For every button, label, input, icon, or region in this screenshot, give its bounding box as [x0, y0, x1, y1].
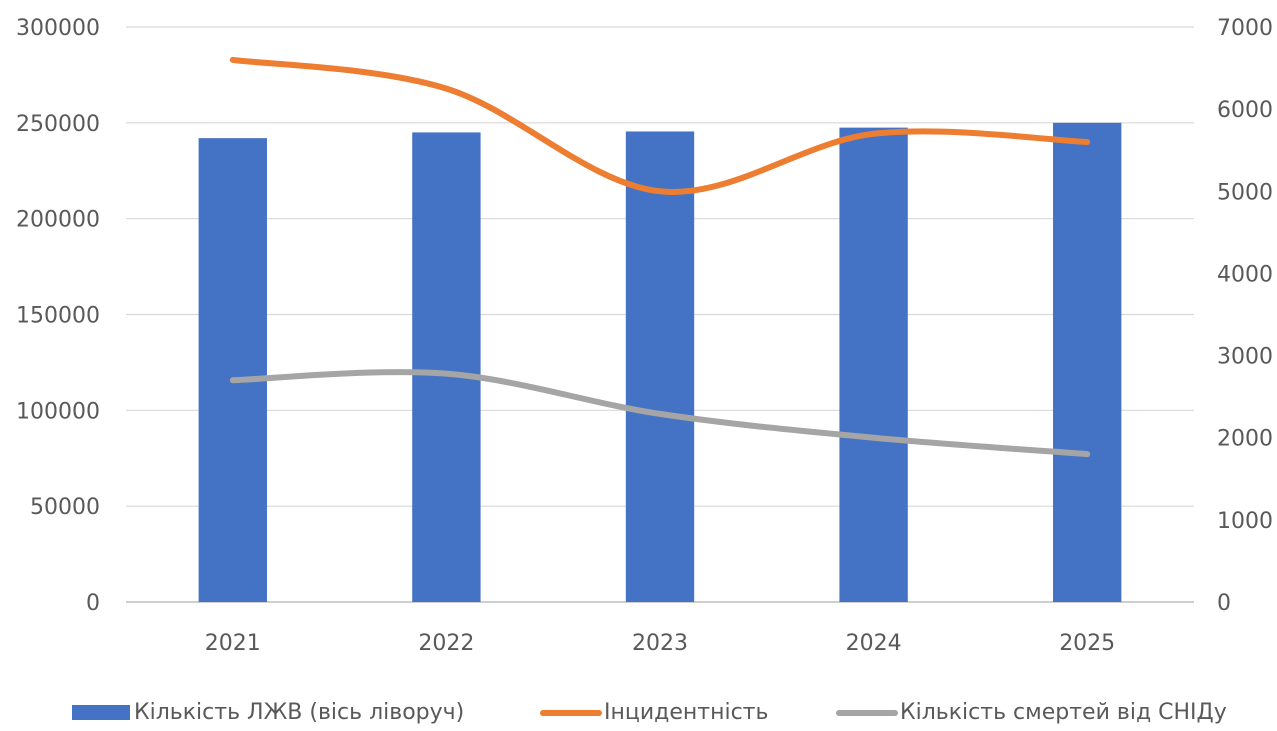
legend-label-plhiv: Кількість ЛЖВ (вісь ліворуч) [134, 700, 465, 725]
category-label: 2025 [1059, 631, 1115, 656]
incidence-line [229, 56, 1091, 195]
right-axis-tick-label: 6000 [1217, 98, 1273, 123]
legend-item-plhiv: Кількість ЛЖВ (вісь ліворуч) [72, 700, 464, 725]
category-label: 2024 [846, 631, 902, 656]
left-axis-tick-labels: 0 50000 100000 150000 200000 250000 300000 [16, 16, 100, 616]
legend-label-aids-deaths: Кількість смертей від СНІДу [900, 700, 1227, 725]
right-axis-tick-label: 5000 [1217, 180, 1273, 205]
right-axis-tick-label: 3000 [1217, 345, 1273, 370]
bar [1053, 122, 1122, 602]
category-axis-labels: 2021 2022 2023 2024 2025 [205, 631, 1115, 656]
left-axis-tick-label: 0 [86, 591, 100, 616]
aids-deaths-line [229, 369, 1091, 458]
bar-series [198, 122, 1122, 603]
left-axis-tick-label: 150000 [16, 304, 100, 329]
legend: Кількість ЛЖВ (вісь ліворуч) Інцидентніс… [0, 700, 1277, 731]
legend-swatch-aids-deaths [836, 709, 898, 716]
right-axis-tick-labels: 0 1000 2000 3000 4000 5000 6000 7000 [1217, 16, 1273, 616]
right-axis-tick-label: 0 [1217, 591, 1231, 616]
right-axis-tick-label: 2000 [1217, 427, 1273, 452]
line-series [229, 56, 1091, 458]
bar [198, 138, 267, 602]
left-axis-tick-label: 200000 [16, 208, 100, 233]
legend-label-incidence: Інцидентність [604, 700, 769, 725]
left-axis-tick-label: 50000 [30, 495, 100, 520]
left-axis-tick-label: 300000 [16, 16, 100, 41]
legend-item-incidence: Інцидентність [540, 700, 768, 725]
bar [839, 127, 908, 602]
right-axis-tick-label: 1000 [1217, 509, 1273, 534]
bar [625, 131, 695, 603]
legend-swatch-plhiv [72, 705, 130, 720]
bar [412, 132, 481, 602]
legend-item-aids-deaths: Кількість смертей від СНІДу [836, 700, 1227, 725]
category-label: 2023 [632, 631, 688, 656]
right-axis-tick-label: 4000 [1217, 262, 1273, 287]
left-axis-tick-label: 100000 [16, 399, 100, 424]
category-label: 2022 [418, 631, 474, 656]
legend-swatch-incidence [540, 709, 602, 716]
category-label: 2021 [205, 631, 261, 656]
right-axis-tick-label: 7000 [1217, 16, 1273, 41]
left-axis-tick-label: 250000 [16, 112, 100, 137]
